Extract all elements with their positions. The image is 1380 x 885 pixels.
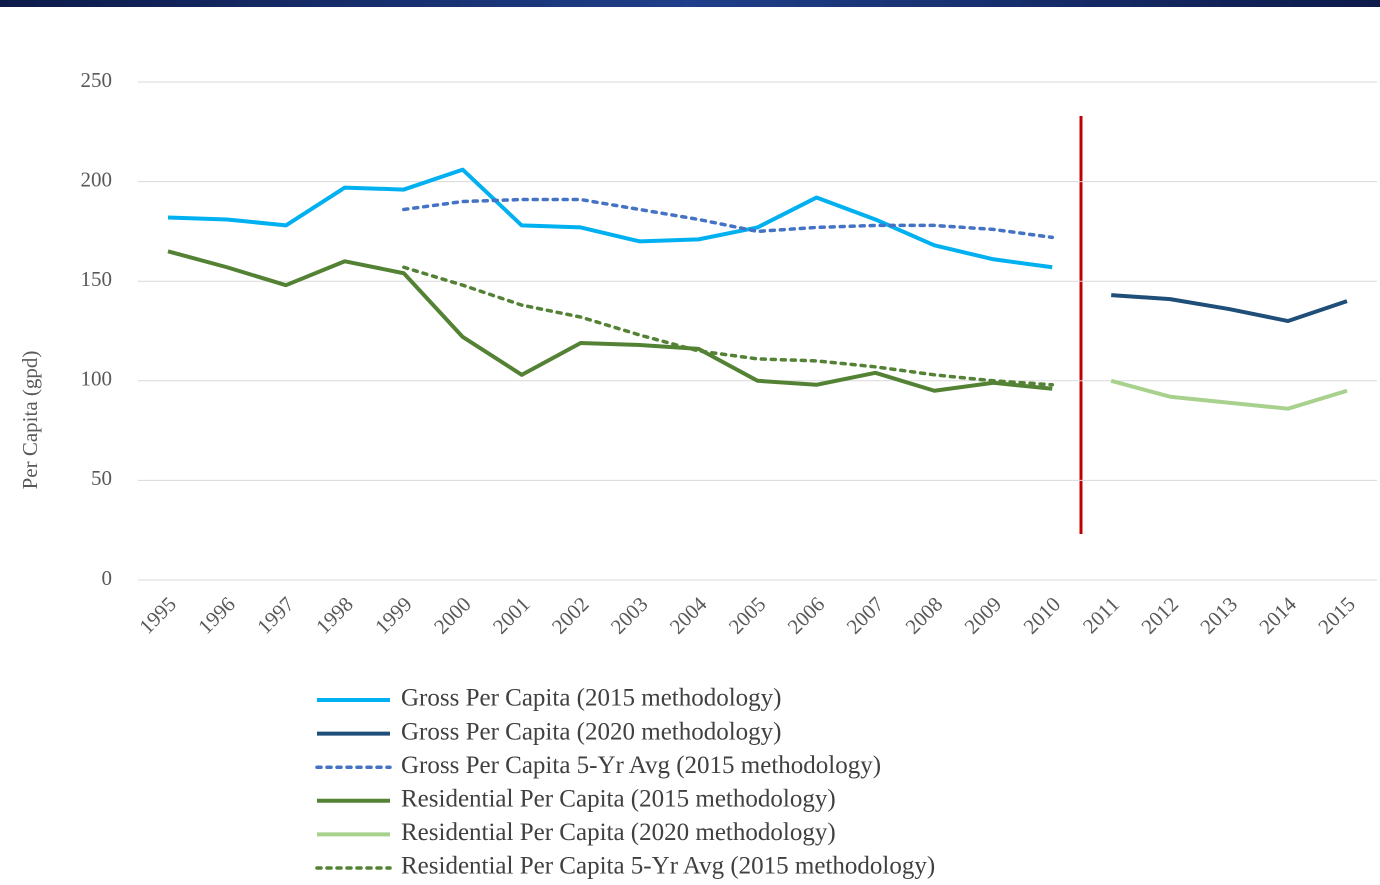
x-tick-label: 2011: [1078, 592, 1124, 638]
series-line: [167, 167, 1053, 270]
x-tick-label: 2005: [724, 592, 771, 639]
top-bar: [0, 0, 1380, 7]
legend-text: Residential Per Capita (2020 methodology…: [401, 819, 836, 846]
x-tick-label: 1997: [252, 592, 299, 639]
y-tick-label: 50: [91, 466, 112, 490]
x-tick-label: 2001: [488, 592, 535, 639]
legend-text: Gross Per Capita (2020 methodology): [401, 718, 782, 745]
y-tick-label: 100: [81, 367, 113, 391]
legend-text: Residential Per Capita 5-Yr Avg (2015 me…: [401, 853, 935, 880]
x-tick-label: 2002: [547, 592, 594, 639]
legend-text: Gross Per Capita (2015 methodology): [401, 685, 782, 712]
y-tick-label: 250: [81, 68, 113, 92]
x-tick-label: 2004: [665, 592, 712, 639]
x-tick-label: 2007: [842, 592, 889, 639]
series-line: [1110, 378, 1348, 411]
x-tick-label: 1995: [134, 592, 181, 639]
x-tick-label: 1999: [370, 592, 417, 639]
x-tick-label: 2012: [1136, 592, 1183, 639]
y-axis-label: Per Capita (gpd): [18, 351, 42, 490]
x-tick-label: 2015: [1313, 592, 1360, 639]
x-tick-label: 2014: [1254, 592, 1301, 639]
legend-text: Residential Per Capita (2015 methodology…: [401, 786, 836, 813]
x-tick-label: 2003: [606, 592, 653, 639]
series-line: [167, 249, 1053, 393]
y-tick-label: 0: [102, 566, 113, 590]
y-tick-label: 150: [81, 267, 113, 291]
x-tick-label: 2000: [429, 592, 476, 639]
x-tick-label: 1998: [311, 592, 358, 639]
series-line: [1111, 293, 1348, 324]
series-line: [402, 197, 1054, 240]
y-tick-label: 200: [81, 167, 113, 191]
legend-text: Gross Per Capita 5-Yr Avg (2015 methodol…: [401, 752, 881, 779]
x-tick-label: 2013: [1195, 592, 1242, 639]
series-line: [402, 265, 1054, 387]
x-tick-label: 2008: [901, 592, 948, 639]
x-tick-label: 1996: [193, 592, 240, 639]
x-tick-label: 2009: [960, 592, 1007, 639]
x-tick-label: 2010: [1019, 592, 1066, 639]
x-tick-label: 2006: [783, 592, 830, 639]
